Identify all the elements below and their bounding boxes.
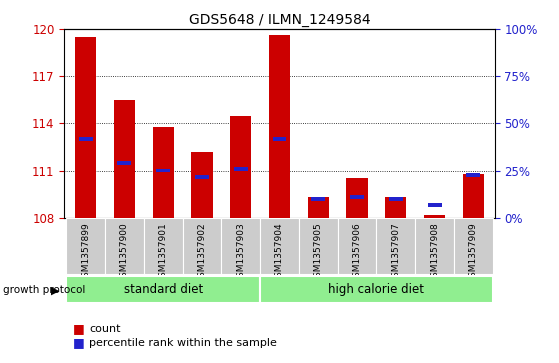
Bar: [260, 276, 493, 303]
Text: standard diet: standard diet: [124, 283, 203, 296]
Bar: [454, 218, 493, 274]
Bar: [428, 203, 442, 207]
Text: ▶: ▶: [50, 285, 59, 295]
Bar: [307, 197, 329, 218]
Text: GSM1357899: GSM1357899: [81, 222, 90, 283]
Bar: [299, 218, 338, 274]
Bar: [221, 218, 260, 274]
Bar: [376, 218, 415, 274]
Bar: [183, 218, 221, 274]
Bar: [153, 127, 174, 218]
Text: ■: ■: [73, 337, 84, 350]
Bar: [338, 218, 376, 274]
Text: GSM1357905: GSM1357905: [314, 222, 323, 283]
Bar: [79, 137, 93, 141]
Text: count: count: [89, 323, 121, 334]
Bar: [75, 37, 96, 218]
Bar: [415, 218, 454, 274]
Bar: [117, 161, 131, 165]
Bar: [105, 218, 144, 274]
Bar: [113, 100, 135, 218]
Bar: [66, 276, 260, 303]
Bar: [144, 218, 183, 274]
Bar: [260, 218, 299, 274]
Bar: [347, 179, 368, 218]
Bar: [466, 173, 480, 177]
Bar: [66, 218, 105, 274]
Bar: [269, 35, 290, 218]
Bar: [389, 197, 403, 201]
Text: GSM1357908: GSM1357908: [430, 222, 439, 283]
Bar: [350, 195, 364, 199]
Bar: [156, 168, 170, 172]
Text: GSM1357904: GSM1357904: [275, 222, 284, 283]
Bar: [311, 197, 325, 201]
Text: GSM1357903: GSM1357903: [236, 222, 245, 283]
Bar: [230, 115, 252, 218]
Text: GSM1357900: GSM1357900: [120, 222, 129, 283]
Text: GSM1357907: GSM1357907: [391, 222, 400, 283]
Bar: [424, 215, 446, 218]
Text: percentile rank within the sample: percentile rank within the sample: [89, 338, 277, 348]
Text: GSM1357906: GSM1357906: [353, 222, 362, 283]
Text: GSM1357902: GSM1357902: [197, 222, 206, 283]
Title: GDS5648 / ILMN_1249584: GDS5648 / ILMN_1249584: [189, 13, 370, 26]
Text: growth protocol: growth protocol: [3, 285, 85, 295]
Bar: [273, 137, 286, 141]
Text: ■: ■: [73, 322, 84, 335]
Bar: [195, 175, 209, 179]
Bar: [234, 167, 248, 171]
Bar: [385, 197, 406, 218]
Bar: [463, 174, 484, 218]
Text: high calorie diet: high calorie diet: [329, 283, 424, 296]
Bar: [191, 152, 212, 218]
Text: GSM1357901: GSM1357901: [159, 222, 168, 283]
Text: GSM1357909: GSM1357909: [469, 222, 478, 283]
